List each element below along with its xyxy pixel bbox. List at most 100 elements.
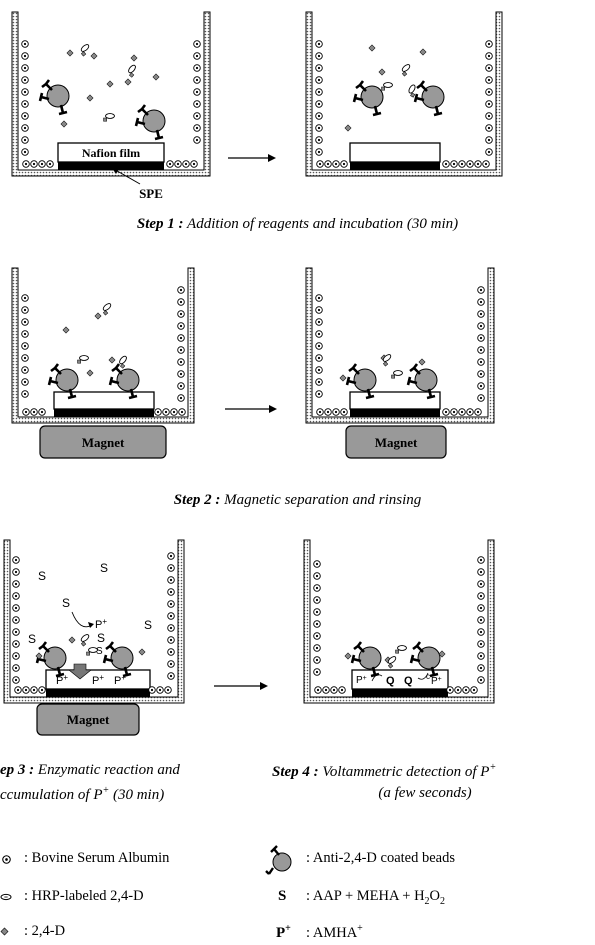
coated-bead — [142, 109, 166, 133]
hrp-molecule — [391, 370, 403, 379]
analyte-24d — [418, 358, 426, 366]
legend-s-text: : AAP + MEHA + H2O2 — [306, 888, 446, 907]
hrp-molecule — [382, 354, 392, 367]
s-label-1: S — [38, 569, 46, 583]
analyte-24d — [106, 80, 114, 88]
analyte-24d — [124, 78, 132, 86]
hrp-molecule — [102, 303, 112, 316]
spe-label: SPE — [139, 186, 163, 201]
step4-q-1: Q — [386, 675, 395, 687]
s-label-3: S — [62, 596, 70, 610]
magnet-label-2: Magnet — [375, 435, 418, 450]
analyte-24d — [66, 49, 74, 57]
step1-right-well — [305, 11, 503, 177]
hrp-molecule — [387, 656, 397, 669]
analyte-24d — [94, 312, 102, 320]
coated-bead — [110, 646, 134, 670]
p-label-film-3: P+ — [114, 673, 126, 687]
step4-caption-line2: (a few seconds) — [378, 785, 472, 801]
analyte-24d — [108, 356, 116, 364]
hrp-molecule — [128, 64, 136, 78]
analyte-24d — [86, 94, 94, 102]
analyte-24d — [378, 68, 386, 76]
step3-caption-line2: ccumulation of P+ (30 min) — [0, 785, 165, 803]
step4-p-right: P+ — [431, 676, 442, 687]
step4-well: P+ Q Q c P+ — [303, 539, 495, 704]
analyte-24d — [344, 124, 352, 132]
s-label-2: S — [100, 561, 108, 575]
hrp-molecule — [119, 355, 127, 369]
s-label-4: S — [144, 618, 152, 632]
analyte-24d — [138, 648, 146, 656]
hrp-molecule — [408, 84, 416, 98]
legend-icons — [0, 845, 292, 936]
step4-q-2: Q — [404, 675, 413, 687]
step1-left-well: Nafion film SPE — [11, 11, 211, 201]
p-label-film-2: P+ — [92, 673, 104, 687]
coated-bead — [353, 368, 377, 392]
coated-bead — [421, 85, 445, 109]
legend-p-symbol: P+ — [276, 923, 291, 941]
step4-p-left: P+ — [356, 675, 367, 686]
hrp-molecule — [80, 634, 90, 647]
step3-caption: ep 3 : Enzymatic reaction and — [0, 762, 180, 778]
step3-left-well: Magnet P+ P+ P+ S S S S S S S P+ — [3, 539, 185, 736]
analyte-24d — [130, 54, 138, 62]
legend-beads-text: : Anti-2,4-D coated beads — [306, 850, 455, 866]
hrp-molecule — [401, 64, 411, 77]
analyte-24d — [68, 636, 76, 644]
analyte-24d — [152, 73, 160, 81]
hrp-molecule — [86, 647, 98, 656]
magnet-label: Magnet — [82, 435, 125, 450]
coated-bead — [43, 646, 67, 670]
spe-electrode — [58, 162, 164, 170]
legend-s-symbol: S — [278, 888, 287, 904]
analyte-24d — [60, 120, 68, 128]
legend-hrp-icon — [0, 893, 12, 901]
coated-bead — [417, 646, 441, 670]
legend-hrp-text: : HRP-labeled 2,4-D — [24, 888, 144, 904]
coated-bead — [360, 85, 384, 109]
analyte-24d — [62, 326, 70, 334]
spe-pointer-head — [112, 168, 119, 174]
legend-bead-icon — [265, 845, 292, 875]
legend-bsa-text: : Bovine Serum Albumin — [24, 850, 170, 866]
coated-bead — [46, 84, 70, 108]
legend-24d-text: : 2,4-D — [24, 923, 66, 939]
accumulation-arrow — [68, 663, 92, 680]
step4-c: c — [426, 672, 430, 681]
coated-bead — [358, 646, 382, 670]
magnet-label-3: Magnet — [67, 712, 110, 727]
arrow-step3 — [214, 682, 268, 690]
s-label-7: S — [96, 646, 103, 657]
step2-caption: Step 2 : Magnetic separation and rinsing — [173, 492, 422, 508]
analyte-24d — [368, 44, 376, 52]
hrp-molecule — [395, 645, 407, 654]
legend-p-text: : AMHA+ — [306, 923, 363, 941]
s-label-6: S — [28, 632, 36, 646]
hrp-molecule — [381, 82, 393, 91]
nafion-label: Nafion film — [82, 146, 140, 160]
arrow-step2 — [225, 405, 277, 413]
p-label-solution: P+ — [95, 617, 107, 631]
step1-caption: Step 1 : Addition of reagents and incuba… — [136, 216, 459, 232]
step2-left-well: Magnet — [11, 267, 195, 459]
analyte-24d — [339, 374, 347, 382]
hrp-molecule — [80, 44, 90, 57]
hrp-molecule — [77, 355, 89, 364]
step2-right-well: Magnet — [305, 267, 495, 459]
analyte-24d — [419, 48, 427, 56]
p-label-film-1: P+ — [56, 673, 68, 687]
magnet-block — [39, 425, 167, 459]
hrp-molecule — [103, 113, 115, 122]
step4-caption: Step 4 : Voltammetric detection of P+ — [272, 762, 497, 780]
legend-24d-icon — [0, 927, 9, 936]
legend-bsa-icon — [2, 855, 11, 864]
analyte-24d — [86, 369, 94, 377]
arrow-step1 — [228, 154, 276, 162]
coated-bead — [116, 368, 140, 392]
analyte-24d — [35, 652, 43, 660]
s-label-5: S — [97, 631, 105, 645]
analyte-24d — [90, 52, 98, 60]
